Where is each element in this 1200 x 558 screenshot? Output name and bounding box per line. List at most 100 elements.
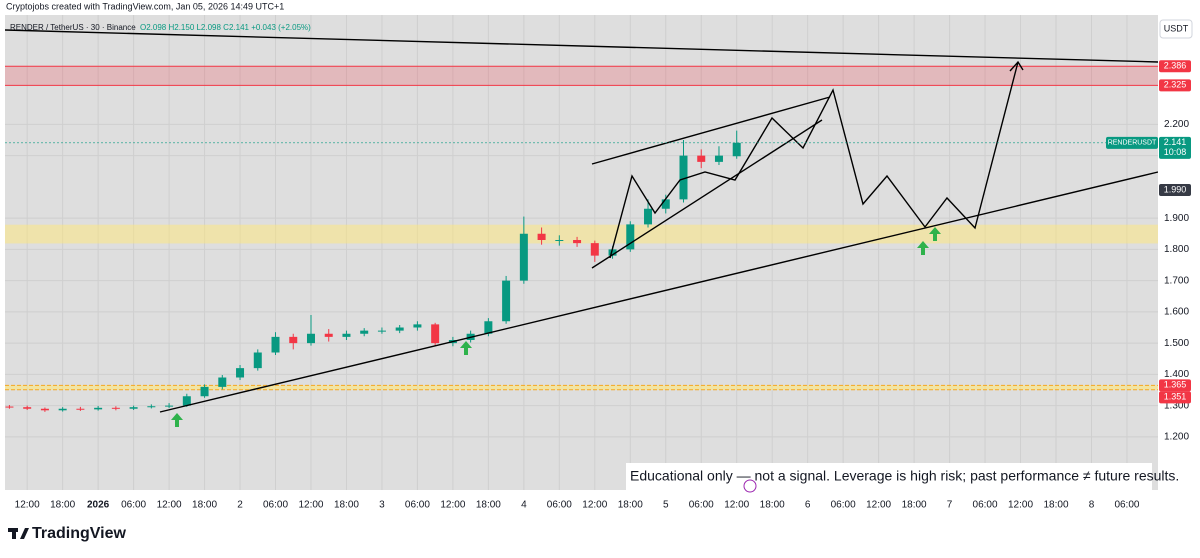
logo: TradingView [32, 525, 127, 542]
candle-body [519, 233, 528, 281]
up-arrow [171, 413, 183, 427]
y-tick-label: 2.200 [1164, 119, 1189, 130]
x-tick-label: 06:00 [405, 500, 430, 511]
candle-body [714, 155, 723, 162]
candle-body [58, 408, 67, 411]
x-tick-label: 6 [805, 500, 811, 511]
annotation: Educational only — not a signal. Leverag… [630, 468, 1179, 484]
x-tick-label: 12:00 [157, 500, 182, 511]
candle-body [644, 208, 653, 225]
x-tick-label: 18:00 [334, 500, 359, 511]
candle-body [679, 155, 688, 200]
x-tick-label: 2 [237, 500, 243, 511]
price-tag [1159, 79, 1191, 92]
axes: 1.200 1.300 1.400 1.500 1.600 1.700 1.800 1.900… [5, 60, 1191, 511]
trendline [4, 29, 1159, 63]
candle-body [129, 407, 138, 409]
x-tick-label: 12:00 [440, 500, 465, 511]
logo-mark [8, 528, 29, 539]
x-tick-label: 18:00 [618, 500, 643, 511]
y-tick-label: 1.900 [1164, 213, 1189, 224]
candle-body [165, 405, 174, 407]
x-tick-label: 06:00 [1114, 500, 1139, 511]
candle-body [360, 330, 369, 334]
channel-line [591, 119, 823, 269]
signal-arrows [171, 227, 941, 427]
price-tag-label: 1.365 [1164, 380, 1187, 390]
x-tick-label: 18:00 [902, 500, 927, 511]
y-tick-label: 1.400 [1164, 369, 1189, 380]
candle-body [502, 280, 511, 322]
candle-body [218, 377, 227, 387]
price-axis [1158, 15, 1200, 490]
x-tick-label: 06:00 [547, 500, 572, 511]
up-arrow [917, 241, 929, 255]
annotation-box [626, 463, 1152, 490]
event-icon[interactable] [743, 479, 757, 493]
logo-shape [12, 528, 16, 539]
credit: Cryptojobs created with TradingView.com,… [6, 1, 284, 11]
symbol-tag-label: RENDERUSDT [1108, 140, 1157, 147]
candle-body [413, 324, 422, 328]
x-tick-label: 06:00 [689, 500, 714, 511]
plot-background [5, 15, 1158, 490]
candle-body [537, 233, 546, 240]
x-tick-label: 18:00 [760, 500, 785, 511]
candle-body [377, 330, 386, 332]
currency-button[interactable] [1159, 19, 1193, 39]
x-tick-label: 4 [521, 500, 527, 511]
x-tick-label: 18:00 [50, 500, 75, 511]
candle-body [324, 333, 333, 337]
x-tick-label: 12:00 [15, 500, 40, 511]
x-tick-label: 06:00 [973, 500, 998, 511]
x-tick-label: 06:00 [263, 500, 288, 511]
price-tag [1159, 379, 1191, 392]
y-tick-label: 1.800 [1164, 244, 1189, 255]
candle-body [395, 327, 404, 331]
candle-body [236, 368, 245, 378]
candle-body [253, 352, 262, 369]
symbol-tag [1106, 136, 1158, 149]
candles [5, 130, 741, 412]
zone [5, 224, 1158, 244]
candle-body [342, 333, 351, 337]
currency-label[interactable]: USDT [1164, 23, 1189, 33]
x-tick-label: 5 [663, 500, 669, 511]
candle-body [608, 249, 617, 256]
x-tick-label: 18:00 [192, 500, 217, 511]
trendline [159, 171, 1159, 413]
candle-body [271, 336, 280, 353]
candle-body [626, 224, 635, 250]
x-tick-label: 18:00 [476, 500, 501, 511]
x-tick-label: 12:00 [298, 500, 323, 511]
y-tick-label: 1.600 [1164, 307, 1189, 318]
price-tag-label: 1.351 [1164, 392, 1187, 402]
y-tick-label: 1.200 [1164, 432, 1189, 443]
candle-body [732, 142, 741, 157]
x-tick-label: 06:00 [831, 500, 856, 511]
symbol-info: RENDER / TetherUS · 30 · Binance [10, 23, 136, 32]
candle-body [5, 406, 14, 408]
projection-path [609, 61, 1019, 259]
x-tick-label: 8 [1089, 500, 1095, 511]
x-tick-label: 06:00 [121, 500, 146, 511]
candle-body [94, 407, 103, 410]
x-tick-label: 12:00 [866, 500, 891, 511]
y-tick-label: 1.500 [1164, 338, 1189, 349]
price-tag-label: 1.990 [1164, 184, 1187, 194]
candle-body [40, 408, 49, 411]
candle-body [147, 406, 156, 408]
price-tag-label: 2.386 [1164, 61, 1187, 71]
candle-body [697, 155, 706, 162]
last-price-tag [1159, 136, 1191, 159]
logo-shape [20, 528, 29, 539]
candle-body [484, 321, 493, 334]
candle-body [289, 336, 298, 344]
candle-body [182, 396, 191, 406]
candle-body [200, 386, 209, 397]
candle-body [431, 324, 440, 344]
candle-body [661, 199, 670, 209]
x-tick-label: 12:00 [724, 500, 749, 511]
zone [5, 66, 1158, 86]
